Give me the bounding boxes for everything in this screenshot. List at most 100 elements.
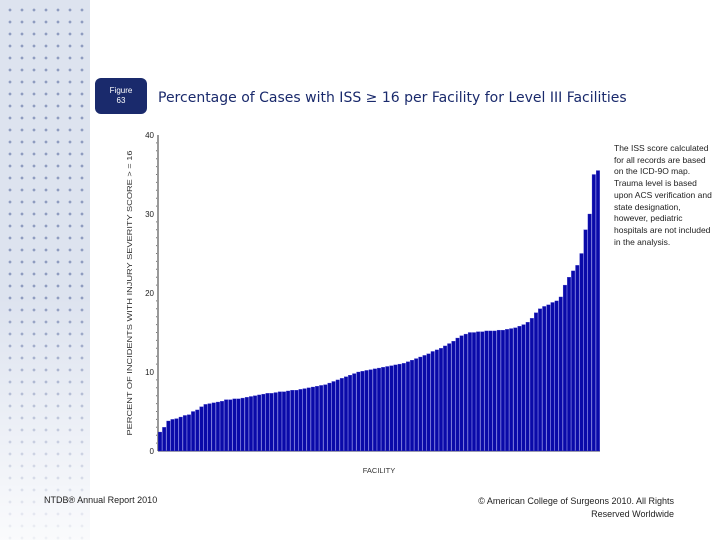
bar (170, 419, 175, 452)
bar (372, 368, 377, 452)
bar (302, 388, 307, 452)
bar (447, 343, 452, 452)
y-tick-label: 20 (145, 289, 154, 298)
bar (550, 302, 555, 452)
bar (521, 324, 526, 452)
bar (191, 411, 196, 452)
bar (488, 330, 493, 452)
bar (348, 375, 353, 452)
bar (298, 389, 303, 452)
bar (575, 265, 580, 452)
bar (356, 371, 361, 452)
bar (203, 404, 208, 452)
bar (517, 326, 522, 452)
bar (244, 397, 249, 452)
bar (323, 384, 328, 452)
bar (476, 331, 481, 452)
bar (496, 329, 501, 452)
figure-number: 63 (116, 96, 126, 105)
bar (269, 393, 274, 452)
bar (294, 390, 299, 452)
bar (211, 402, 216, 452)
dot-pattern-fade (0, 0, 90, 540)
bar (182, 415, 187, 452)
bar (459, 335, 464, 452)
bar (277, 391, 282, 452)
bar (174, 418, 179, 452)
bar (546, 304, 551, 452)
bar (414, 358, 419, 452)
bar (240, 397, 245, 452)
bar (319, 385, 324, 452)
bar (554, 300, 559, 452)
bar (310, 386, 315, 452)
bar (484, 330, 489, 452)
x-axis-title: FACILITY (363, 466, 396, 475)
y-tick-label: 30 (145, 210, 154, 219)
bar (525, 322, 530, 452)
bar (422, 355, 427, 452)
figure-label: Figure (109, 86, 133, 95)
bar (232, 398, 237, 452)
bar (467, 332, 472, 452)
bar (397, 363, 402, 452)
bar (178, 416, 183, 452)
bar (579, 253, 584, 452)
bar (158, 431, 162, 452)
bar (352, 373, 357, 452)
bar (505, 329, 509, 452)
bar (344, 376, 348, 452)
bar (187, 414, 191, 452)
bar (501, 329, 505, 452)
footer-copyright: © American College of Surgeons 2010. All… (478, 496, 674, 519)
bar (451, 341, 456, 452)
bar (253, 395, 257, 452)
bar (401, 363, 406, 452)
bar (286, 390, 291, 452)
bar (455, 337, 460, 452)
bar (215, 401, 220, 452)
bar (591, 174, 596, 452)
bar (410, 359, 414, 452)
footer-report-name: NTDB® Annual Report 2010 (44, 495, 158, 505)
bar (529, 318, 534, 452)
bar (306, 387, 311, 452)
bar (207, 403, 212, 452)
bar (587, 213, 592, 452)
bar (389, 365, 394, 452)
bar (224, 399, 229, 452)
y-axis-title: PERCENT OF INCIDENTS WITH INJURY SEVERIT… (125, 151, 134, 436)
bar (364, 370, 369, 452)
bar (377, 367, 381, 452)
y-tick-label: 0 (150, 447, 155, 456)
bar (228, 399, 233, 452)
bar (220, 401, 224, 452)
bar (463, 333, 468, 452)
bar (480, 331, 485, 452)
bar (261, 393, 266, 452)
y-tick-label: 40 (145, 131, 154, 140)
bar (162, 427, 167, 452)
bar (331, 381, 336, 452)
bar (562, 284, 567, 452)
bar (393, 364, 398, 452)
bar (315, 386, 319, 452)
bar (534, 312, 538, 452)
bar (273, 392, 278, 452)
bar (381, 367, 386, 452)
bar (538, 308, 543, 452)
bar (542, 306, 547, 452)
bar (385, 366, 390, 452)
bar (509, 328, 514, 452)
bar (583, 229, 588, 452)
bar (335, 379, 340, 452)
bar (492, 330, 497, 452)
bar (443, 345, 448, 452)
methodology-note: The ISS score calculated for all records… (614, 143, 712, 247)
bar (368, 369, 373, 452)
bar (360, 371, 365, 452)
bar (513, 327, 518, 452)
bar (327, 382, 332, 452)
y-tick-label: 10 (145, 368, 154, 377)
